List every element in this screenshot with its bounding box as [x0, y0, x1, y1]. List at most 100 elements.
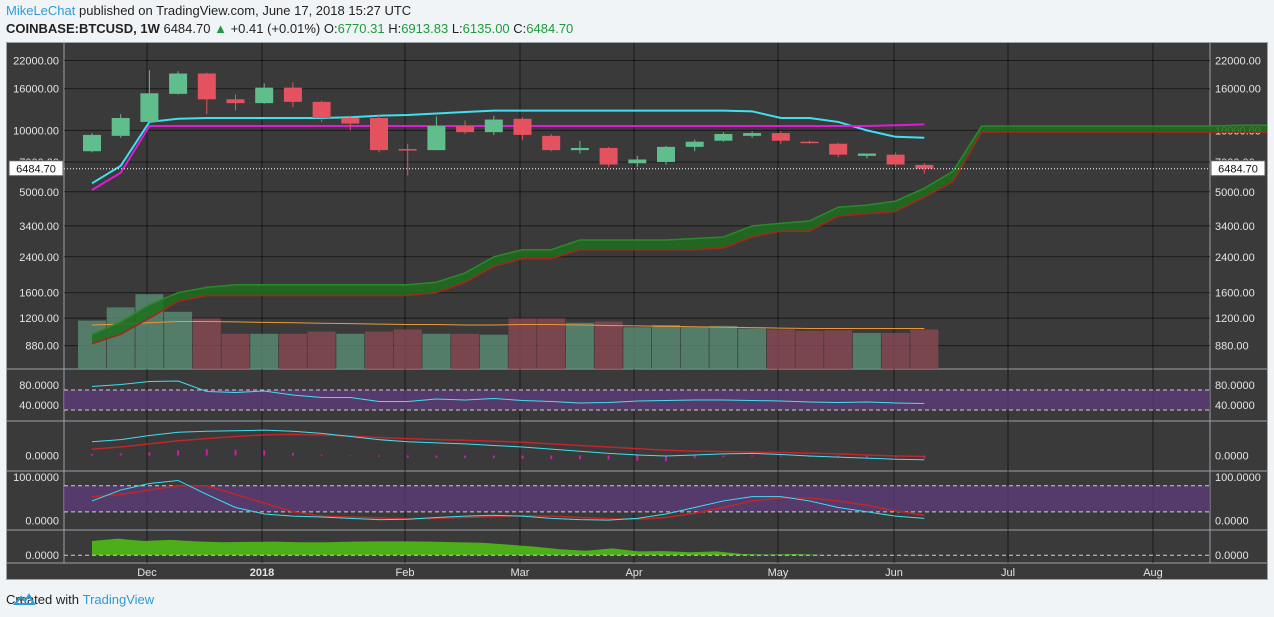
volume-bar — [336, 333, 365, 369]
indicator-axis-tick-right: 80.0000 — [1215, 380, 1255, 392]
price-axis-tick-right: 880.00 — [1215, 341, 1249, 353]
stoch-k-line — [91, 479, 925, 521]
author-link[interactable]: MikeLeChat — [6, 3, 76, 18]
macd-signal-line — [91, 433, 925, 458]
cloud-bottom-line — [91, 131, 1267, 345]
volume-bar — [623, 327, 652, 369]
price-axis-tick-left: 5000.00 — [19, 187, 59, 199]
price-axis-tick-right: 3400.00 — [1215, 221, 1255, 233]
price-axis-tick-left: 1600.00 — [19, 288, 59, 300]
candle-body — [829, 143, 848, 155]
ticker-info-bar: COINBASE:BTCUSD, 1W 6484.70 ▲ +0.41 (+0.… — [6, 21, 573, 37]
symbol-label[interactable]: COINBASE:BTCUSD, 1W — [6, 21, 160, 36]
volume-bar — [881, 332, 910, 369]
indicator-axis-tick-right: 0.0000 — [1215, 451, 1249, 463]
high-value: 6913.83 — [401, 21, 449, 36]
x-axis-label: Mar — [511, 567, 530, 579]
last-price-tag-right — [1210, 160, 1266, 177]
candle-body — [427, 126, 446, 151]
open-value: 6770.31 — [337, 21, 385, 36]
price-axis-tick-left: 10000.00 — [13, 125, 59, 137]
volume-bar — [852, 332, 881, 369]
stoch-band — [64, 485, 1210, 512]
candle-body — [599, 147, 618, 165]
candle-body — [283, 87, 302, 102]
candle-body — [542, 135, 561, 151]
volume-bar — [709, 325, 738, 369]
high-label: H: — [388, 21, 402, 36]
rsi-line — [91, 380, 925, 404]
candle-body — [714, 133, 733, 141]
cloud-area — [92, 125, 1267, 344]
price-axis-tick-right: 1200.00 — [1215, 313, 1255, 325]
price-axis-tick-right: 1600.00 — [1215, 288, 1255, 300]
volume-bar — [766, 329, 795, 369]
publish-header: MikeLeChat published on TradingView.com,… — [6, 3, 411, 19]
volume-bar — [250, 333, 279, 369]
last-price-label-left: 6484.70 — [16, 164, 56, 176]
volume-bar — [910, 329, 939, 369]
candle-body — [800, 141, 819, 144]
volume-bar — [192, 318, 221, 369]
macd-line — [91, 429, 925, 461]
volume-bar — [795, 330, 824, 369]
close-value: 6484.70 — [526, 21, 574, 36]
x-axis-label: Apr — [625, 567, 642, 579]
price-axis-tick-left: 2400.00 — [19, 252, 59, 264]
x-axis-label: Jun — [885, 567, 903, 579]
magenta-indicator-line — [91, 123, 925, 191]
volume-bar — [365, 331, 393, 369]
chart-canvas[interactable]: Dec 2018 Feb Mar Apr May Jun Jul Aug 22000.00 2200… — [7, 43, 1267, 579]
candle-body — [197, 73, 216, 100]
volume-bar — [680, 327, 709, 369]
chart-container[interactable]: Dec 2018 Feb Mar Apr May Jun Jul Aug 22000.00 2200… — [6, 42, 1268, 580]
candle-body — [857, 153, 876, 156]
price-change: +0.41 (+0.01%) — [230, 21, 321, 36]
indicator-axis-tick-left: 0.0000 — [25, 550, 59, 562]
indicator-axis-tick-right: 0.0000 — [1215, 516, 1249, 528]
candle-body — [513, 118, 532, 135]
volume-bar — [594, 321, 623, 369]
x-axis-label: Dec — [137, 567, 157, 579]
last-price: 6484.70 — [163, 21, 211, 36]
candle-body — [915, 164, 934, 169]
indicator-axis-tick-left: 0.0000 — [25, 516, 59, 528]
volume-bar — [824, 330, 853, 369]
candle-body — [628, 159, 647, 164]
price-axis-tick-right: 2400.00 — [1215, 252, 1255, 264]
volume-bar — [738, 328, 767, 369]
candle-body — [255, 87, 274, 104]
volume-bar — [537, 318, 566, 369]
low-value: 6135.00 — [462, 21, 510, 36]
candle-body — [398, 149, 417, 151]
x-axis-label: 2018 — [250, 567, 274, 579]
indicator-axis-tick-left: 80.0000 — [19, 380, 59, 392]
candle-body — [140, 93, 159, 122]
volume-ma-line — [91, 320, 925, 330]
candle-body — [312, 101, 331, 118]
volume-bar — [508, 318, 537, 369]
candle-body — [83, 134, 101, 152]
cyan-indicator-line — [91, 109, 925, 185]
volume-bar — [422, 333, 451, 369]
price-axis-tick-left: 3400.00 — [19, 221, 59, 233]
last-price-label-right: 6484.70 — [1218, 164, 1258, 176]
candle-body — [685, 141, 704, 147]
footer: Created with TradingView — [6, 592, 154, 608]
candle-body — [111, 117, 130, 136]
candle-body — [743, 133, 762, 136]
tradingview-cloud-icon — [12, 593, 36, 605]
candle-body — [226, 99, 245, 104]
low-label: L: — [451, 21, 463, 36]
tradingview-link[interactable]: TradingView — [82, 592, 155, 607]
candle-body — [341, 117, 360, 124]
candle-body — [484, 119, 503, 133]
volume-bar — [278, 333, 307, 369]
volume-bar — [652, 325, 680, 369]
volume-bar — [479, 334, 508, 369]
price-axis-tick-left: 1200.00 — [19, 313, 59, 325]
volume-bar — [164, 311, 193, 369]
volume-bar — [307, 331, 336, 369]
rsi-band — [64, 390, 1210, 410]
price-axis-tick-left: 880.00 — [25, 341, 59, 353]
